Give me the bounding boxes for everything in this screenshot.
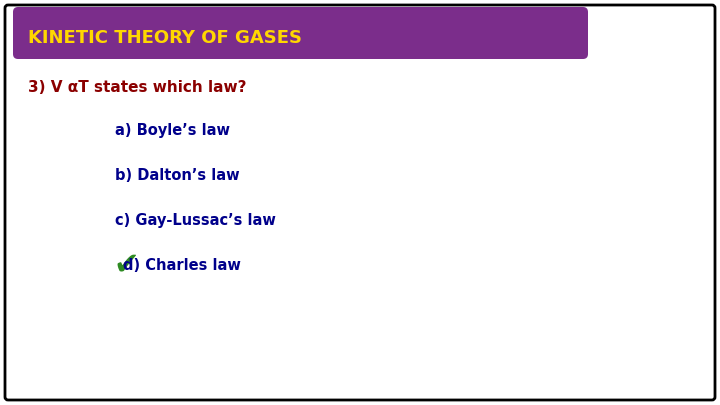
Text: 3) V αT states which law?: 3) V αT states which law? <box>28 81 246 96</box>
FancyBboxPatch shape <box>13 7 588 59</box>
Text: b) Dalton’s law: b) Dalton’s law <box>115 168 240 183</box>
Text: KINETIC THEORY OF GASES: KINETIC THEORY OF GASES <box>28 29 302 47</box>
Text: c) Gay-Lussac’s law: c) Gay-Lussac’s law <box>115 213 276 228</box>
Text: a) Boyle’s law: a) Boyle’s law <box>115 122 230 138</box>
Text: ✔: ✔ <box>113 251 138 279</box>
FancyBboxPatch shape <box>5 5 715 400</box>
Text: d) Charles law: d) Charles law <box>123 258 241 273</box>
